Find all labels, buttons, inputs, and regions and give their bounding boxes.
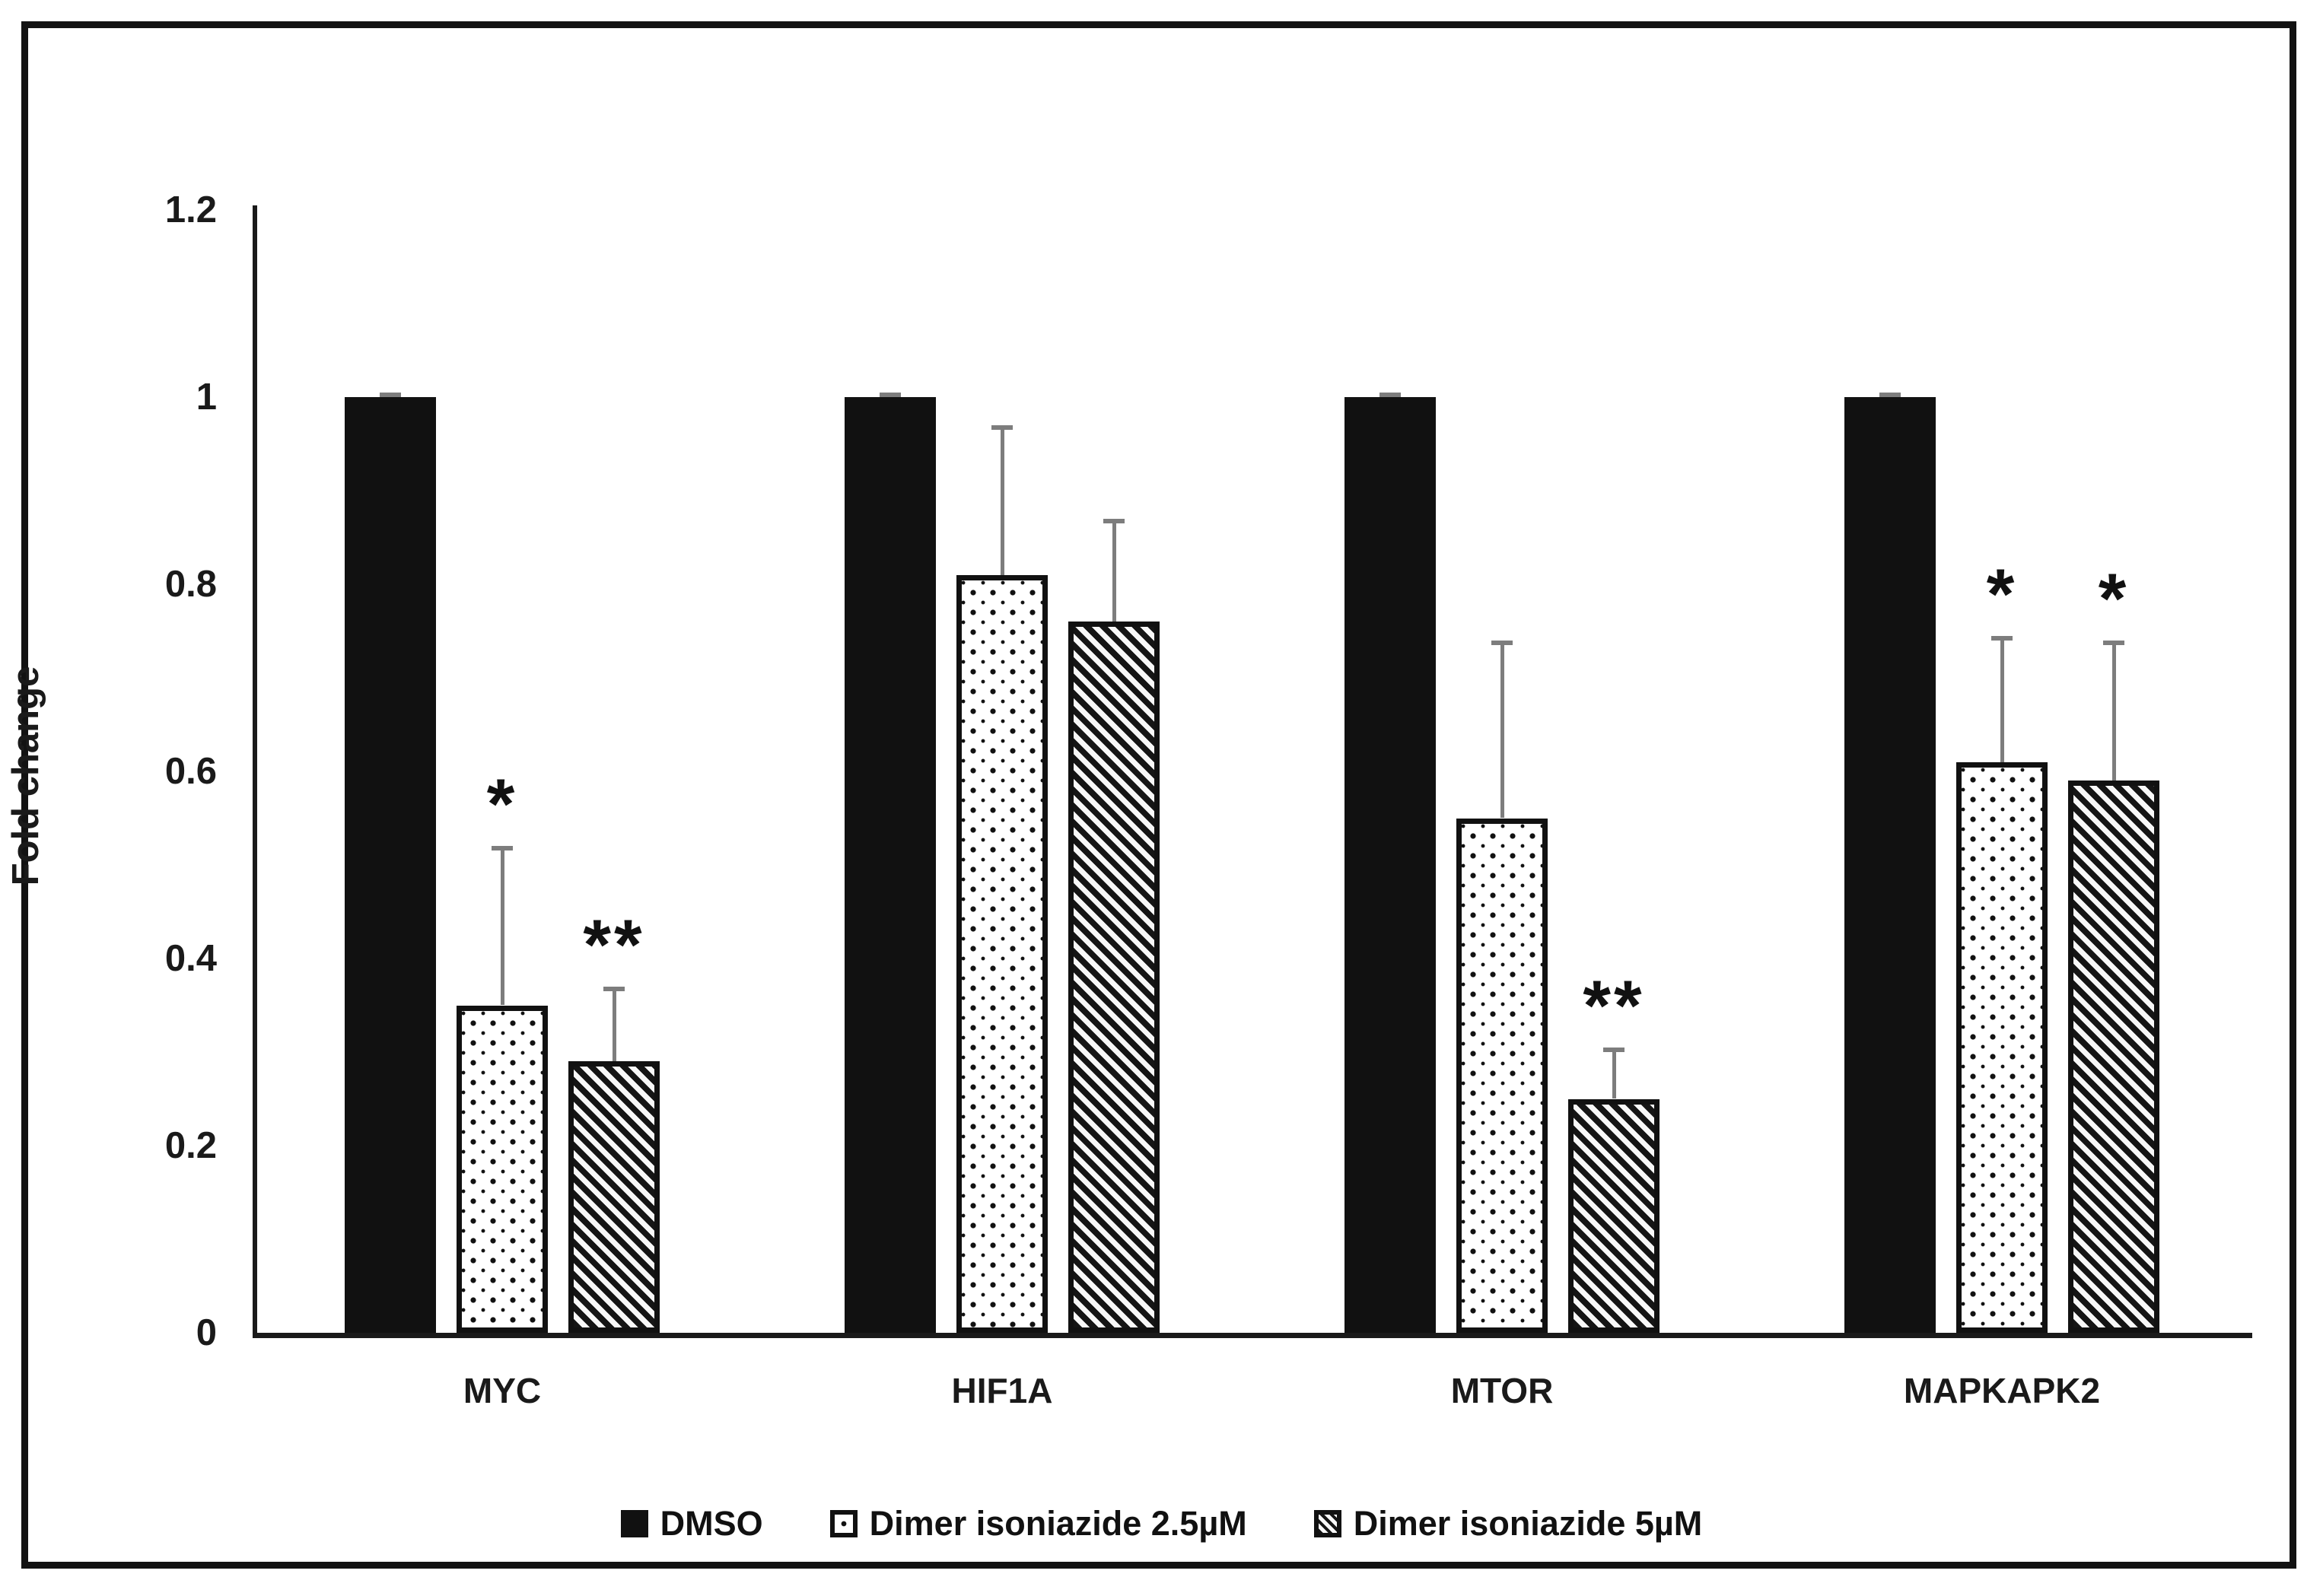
error-bar-cap [1491, 640, 1513, 645]
x-category-label: MAPKAPK2 [1903, 1371, 2101, 1410]
legend-swatch-dots [829, 1510, 858, 1537]
error-bar-cap [2103, 640, 2124, 645]
y-tick-label: 0 [196, 1312, 217, 1353]
error-bar-cap [1103, 518, 1125, 523]
error-bar-stem [2112, 642, 2116, 781]
y-axis-line [253, 205, 257, 1337]
bar-DMSO-HIF1A [845, 397, 936, 1333]
error-bar-cap [603, 986, 625, 991]
error-bar-stem [1001, 427, 1004, 575]
error-bar-cap [380, 392, 401, 397]
error-bar-cap [1379, 392, 1401, 397]
bar-Dimer isoniazide 2.5µM-MTOR [1456, 818, 1548, 1333]
y-tick-label: 0.6 [164, 751, 217, 792]
figure-border [21, 21, 2296, 1569]
error-bar-stem [1112, 520, 1116, 622]
y-tick-label: 0.2 [164, 1125, 217, 1166]
significance-marker: ** [583, 904, 645, 984]
bar-Dimer isoniazide 2.5µM-MAPKAPK2 [1956, 761, 2048, 1333]
error-bar-stem [1500, 642, 1504, 819]
legend-swatch-diagonal-hatch [1313, 1510, 1341, 1537]
bar-Dimer isoniazide 2.5µM-MYC [457, 1005, 548, 1333]
bar-Dimer isoniazide 2.5µM-HIF1A [956, 574, 1048, 1333]
error-bar-stem [501, 848, 504, 1006]
x-axis-line [253, 1333, 2252, 1338]
bar-Dimer isoniazide 5µM-MTOR [1568, 1098, 1660, 1333]
error-bar-cap [1991, 635, 2013, 641]
bar-DMSO-MAPKAPK2 [1844, 397, 1936, 1333]
error-bar-stem [2000, 637, 2004, 762]
y-tick-label: 1 [196, 377, 217, 418]
bar-Dimer isoniazide 5µM-MYC [568, 1061, 660, 1333]
error-bar-cap [880, 392, 901, 397]
error-bar-cap [1879, 392, 1901, 397]
y-tick-label: 1.2 [164, 189, 217, 230]
legend-swatch-solid [620, 1510, 648, 1537]
bar-Dimer isoniazide 5µM-MAPKAPK2 [2068, 781, 2159, 1333]
error-bar-cap [492, 846, 513, 851]
x-category-label: MYC [463, 1371, 542, 1410]
error-bar-cap [991, 424, 1013, 430]
legend: DMSO Dimer isoniazide 2.5µM Dimer isoniazi… [0, 1489, 2323, 1558]
legend-item-dots: Dimer isoniazide 2.5µM [829, 1504, 1247, 1543]
bar-Dimer isoniazide 5µM-HIF1A [1068, 622, 1160, 1333]
y-tick-label: 0.8 [164, 564, 217, 605]
x-category-label: MTOR [1450, 1371, 1554, 1410]
legend-label: Dimer isoniazide 2.5µM [869, 1504, 1247, 1543]
significance-marker: * [1986, 553, 2018, 634]
legend-item-diagonal-hatch: Dimer isoniazide 5µM [1313, 1504, 1703, 1543]
significance-marker: * [486, 764, 518, 844]
bar-DMSO-MYC [345, 397, 436, 1333]
y-tick-label: 0.4 [164, 938, 217, 979]
legend-label: DMSO [660, 1504, 763, 1543]
error-bar-cap [1603, 1047, 1625, 1052]
legend-item-solid: DMSO [620, 1504, 763, 1543]
error-bar-stem [613, 988, 616, 1062]
bar-DMSO-MTOR [1344, 397, 1436, 1333]
significance-marker: * [2098, 558, 2130, 638]
error-bar-stem [1612, 1049, 1616, 1099]
legend-label: Dimer isoniazide 5µM [1353, 1504, 1703, 1543]
x-category-label: HIF1A [951, 1371, 1053, 1410]
significance-marker: ** [1583, 965, 1645, 1045]
